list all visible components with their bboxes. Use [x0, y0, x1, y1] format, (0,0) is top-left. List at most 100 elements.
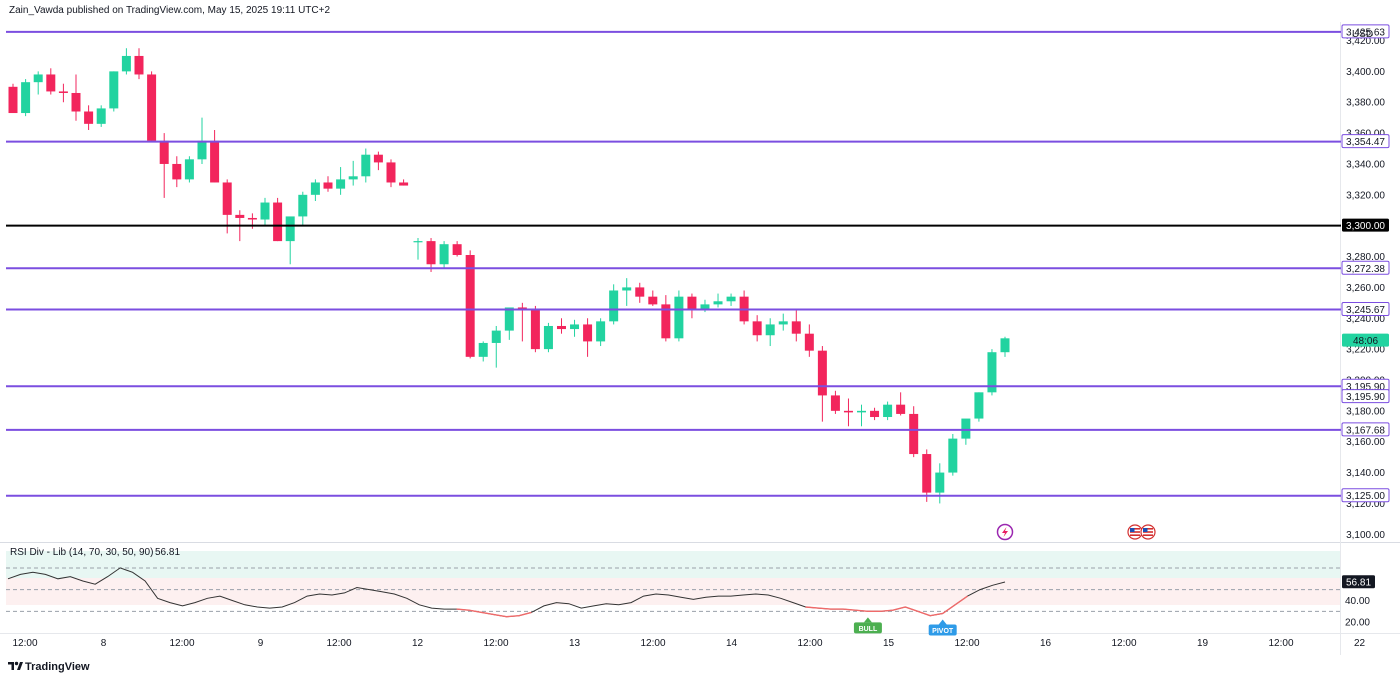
price-tick-label: 3,140.00: [1346, 468, 1385, 479]
rsi-indicator-label[interactable]: RSI Div - Lib (14, 70, 30, 50, 90): [10, 547, 153, 558]
candle-body: [439, 244, 449, 265]
candle-body: [260, 202, 270, 220]
candle-body: [804, 333, 814, 351]
signal-pointer: [863, 617, 872, 623]
candle-body: [109, 71, 119, 109]
time-tick-label: 12:00: [640, 638, 665, 649]
candle-body: [596, 321, 606, 342]
rsi-indicator: 56.81 BULL PIVOT: [7, 567, 1375, 636]
time-tick-label: 12:00: [954, 638, 979, 649]
candle-body: [197, 140, 207, 160]
tradingview-brand: TradingView: [25, 661, 90, 673]
candle-body: [570, 324, 580, 330]
price-axis: 3,100.00 3,120.00 3,140.00 3,160.00 3,180.00…: [1346, 36, 1385, 541]
rsi-tick-label: 40.00: [1345, 596, 1370, 607]
time-tick-label: 12: [412, 638, 424, 649]
signal-pointer: [938, 619, 947, 625]
last-price-countdown-box: [1342, 333, 1389, 347]
level-label-box: [1341, 422, 1390, 437]
candle-body: [8, 86, 18, 114]
candle-body: [184, 159, 194, 180]
candle-body: [452, 244, 462, 255]
rsi-current-value: 56.81: [155, 547, 180, 558]
horizontal-levels: [6, 30, 1341, 497]
candle-body: [870, 410, 880, 418]
level-label: 3,354.47: [1346, 137, 1385, 148]
candle-body: [504, 307, 514, 331]
signal-label: PIVOT: [932, 628, 954, 635]
candle-body: [1000, 338, 1010, 353]
rsi-oversold-segment: [805, 595, 968, 617]
candles: [8, 48, 1010, 504]
rsi-tick-label: 20.00: [1345, 618, 1370, 629]
candle-body: [348, 176, 358, 180]
candle-body: [285, 216, 295, 242]
candle-body: [465, 254, 475, 357]
level-label: 3,245.67: [1346, 305, 1385, 316]
candle-body: [922, 454, 932, 493]
price-tick-label: 3,380.00: [1346, 98, 1385, 109]
candle-body: [909, 413, 919, 455]
candle-body: [961, 418, 971, 439]
us-flag-icon[interactable]: [1127, 524, 1143, 540]
price-tick-label: 3,100.00: [1346, 530, 1385, 541]
candle-body: [765, 324, 775, 336]
candle-body: [46, 74, 56, 92]
publish-header: Zain_Vawda published on TradingView.com,…: [9, 5, 331, 16]
time-tick-label: 14: [726, 638, 738, 649]
time-tick-label: 16: [1040, 638, 1052, 649]
candle-body: [583, 324, 593, 342]
time-tick-label: 9: [258, 638, 264, 649]
time-tick-label: 22: [1354, 638, 1366, 649]
candle-body: [948, 438, 958, 473]
price-tick-label: 3,340.00: [1346, 159, 1385, 170]
candle-body: [58, 91, 68, 93]
candle-body: [33, 74, 43, 83]
price-badges: 3,425.63 3,354.47 3,300.00 3,272.38 3,245.67…: [1341, 24, 1390, 503]
candle-body: [210, 140, 220, 183]
candle-body: [896, 404, 906, 414]
rsi-guides: 20.00 40.00: [6, 567, 1370, 629]
candle-body: [935, 472, 945, 493]
candle-body: [700, 304, 710, 310]
time-tick-label: 12:00: [169, 638, 194, 649]
level-label: 3,195.90: [1346, 382, 1385, 393]
candle-body: [96, 108, 106, 124]
time-tick-label: 12:00: [326, 638, 351, 649]
candle-body: [273, 202, 283, 242]
lightning-bolt-icon[interactable]: [996, 523, 1014, 541]
price-tick-label: 3,420.00: [1346, 36, 1385, 47]
signal-label: BULL: [859, 626, 878, 633]
price-pane-background: [0, 22, 1340, 542]
time-tick-label: 12:00: [797, 638, 822, 649]
time-tick-label: 12:00: [483, 638, 508, 649]
candle-body: [648, 296, 658, 305]
candle-body: [661, 304, 671, 339]
price-tick-label: 3,260.00: [1346, 283, 1385, 294]
candle-body: [71, 92, 81, 112]
candle-body: [222, 182, 232, 215]
level-label-box: [1342, 218, 1389, 232]
candle-body: [147, 74, 157, 141]
level-label-box: [1341, 488, 1390, 503]
price-tick-label: 3,160.00: [1346, 437, 1385, 448]
price-tick-label: 3,360.00: [1346, 129, 1385, 140]
level-label-secondary-box: [1341, 389, 1390, 404]
time-tick-label: 12:00: [1111, 638, 1136, 649]
price-tick-label: 3,220.00: [1346, 345, 1385, 356]
candle-body: [323, 182, 333, 189]
time-tick-label: 8: [101, 638, 107, 649]
signal-badge: [928, 624, 957, 636]
candle-body: [883, 404, 893, 418]
candle-body: [491, 330, 501, 343]
price-tick-label: 3,280.00: [1346, 252, 1385, 263]
candle-body: [478, 342, 488, 357]
candle-body: [399, 182, 409, 186]
candle-body: [830, 395, 840, 411]
level-label-box: [1341, 302, 1390, 317]
level-label: 3,300.00: [1346, 221, 1385, 232]
rsi-lower-zone: [6, 578, 1340, 605]
us-flag-icon[interactable]: [1140, 524, 1156, 540]
price-tick-label: 3,400.00: [1346, 67, 1385, 78]
